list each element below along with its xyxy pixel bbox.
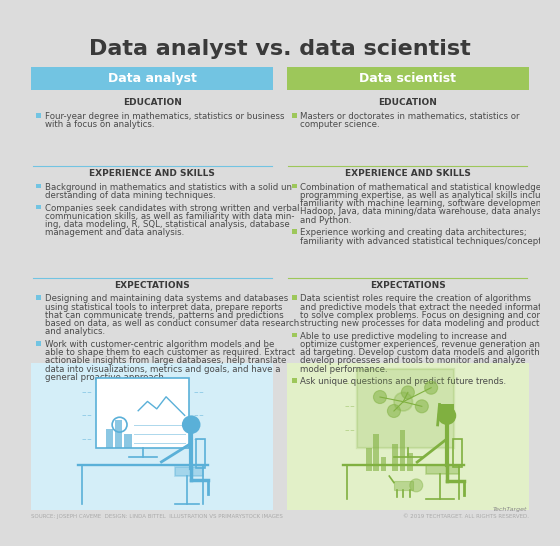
Text: derstanding of data mining techniques.: derstanding of data mining techniques. [45,191,216,200]
Text: Combination of mathematical and statistical knowledge,: Combination of mathematical and statisti… [301,183,544,192]
Bar [124,434,132,448]
Circle shape [182,416,200,434]
Text: to solve complex problems. Focus on designing and con-: to solve complex problems. Focus on desi… [301,311,545,320]
Text: Companies seek candidates with strong written and verbal: Companies seek candidates with strong wr… [45,204,299,213]
Circle shape [402,386,414,399]
Bar [96,378,189,448]
Text: Data analyst vs. data scientist: Data analyst vs. data scientist [89,39,471,59]
Text: and Python.: and Python. [301,216,352,224]
Text: ad targeting. Develop custom data models and algorithms;: ad targeting. Develop custom data models… [301,348,556,357]
Text: Ask unique questions and predict future trends.: Ask unique questions and predict future … [301,377,507,387]
Text: actionable insights from large databases, help translate: actionable insights from large databases… [45,357,286,365]
Text: Background in mathematics and statistics with a solid un-: Background in mathematics and statistics… [45,183,295,192]
Circle shape [416,400,428,413]
Text: Designing and maintaining data systems and databases: Designing and maintaining data systems a… [45,294,288,304]
Text: Hadoop, Java, data mining/data warehouse, data analysis: Hadoop, Java, data mining/data warehouse… [301,207,549,216]
Text: EDUCATION: EDUCATION [379,98,437,108]
Bar [452,439,462,467]
Bar [115,420,123,448]
Text: Data scientist roles require the creation of algorithms: Data scientist roles require the creatio… [301,294,531,304]
Text: Data scientist: Data scientist [360,72,456,85]
Bar [36,205,41,209]
Text: Masters or doctorates in mathematics, statistics or: Masters or doctorates in mathematics, st… [301,112,520,121]
Text: SOURCE: JOSEPH CAVEME  DESIGN: LINDA BITTEL  ILLUSTRATION VS PRIMARYSTOCK IMAGES: SOURCE: JOSEPH CAVEME DESIGN: LINDA BITT… [31,514,283,519]
Bar [196,438,205,468]
Text: model performance.: model performance. [301,365,388,373]
Text: programming expertise, as well as analytical skills including: programming expertise, as well as analyt… [301,191,560,200]
Bar [292,113,297,118]
Text: computer science.: computer science. [301,120,380,129]
Text: general proactive approach.: general proactive approach. [45,373,166,382]
Text: using statistical tools to interpret data, prepare reports: using statistical tools to interpret dat… [45,302,282,312]
Circle shape [388,405,400,418]
Text: EXPERIENCE AND SKILLS: EXPERIENCE AND SKILLS [89,169,215,178]
Bar [175,466,203,476]
Bar [36,341,41,346]
Text: data into visualizations, metrics and goals, and have a: data into visualizations, metrics and go… [45,365,280,373]
Text: familiarity with machine learning, software development,: familiarity with machine learning, softw… [301,199,548,208]
Text: Data analyst: Data analyst [108,72,197,85]
Bar [36,183,41,188]
Text: ing, data modeling, R, SQL, statistical analysis, database: ing, data modeling, R, SQL, statistical … [45,220,290,229]
Bar [381,458,386,471]
Text: based on data, as well as conduct consumer data research: based on data, as well as conduct consum… [45,319,299,328]
Text: that can communicate trends, patterns and predictions: that can communicate trends, patterns an… [45,311,283,320]
Text: EDUCATION: EDUCATION [123,98,181,108]
Text: optimize customer experiences, revenue generation and: optimize customer experiences, revenue g… [301,340,546,349]
Circle shape [437,406,456,425]
Text: EXPECTATIONS: EXPECTATIONS [114,281,190,289]
Text: and predictive models that extract the needed information: and predictive models that extract the n… [301,302,555,312]
Text: Four-year degree in mathematics, statistics or business: Four-year degree in mathematics, statist… [45,112,284,121]
Text: and analytics.: and analytics. [45,327,105,336]
Bar [36,295,41,300]
Circle shape [410,479,423,492]
Text: communication skills, as well as familiarity with data min-: communication skills, as well as familia… [45,212,294,221]
Bar [392,443,398,471]
Bar [106,429,113,448]
Bar [36,113,41,118]
Circle shape [424,381,437,394]
Bar [407,453,413,471]
Bar [31,68,273,90]
Bar [292,295,297,300]
Text: management and data analysis.: management and data analysis. [45,228,184,238]
Text: © 2019 TECHTARGET. ALL RIGHTS RESERVED.: © 2019 TECHTARGET. ALL RIGHTS RESERVED. [403,514,529,519]
Circle shape [394,393,413,411]
Text: Experience working and creating data architectures;: Experience working and creating data arc… [301,228,527,238]
Bar [399,430,405,471]
Circle shape [374,390,386,403]
Text: Able to use predictive modeling to increase and: Able to use predictive modeling to incre… [301,332,507,341]
Bar [357,369,454,448]
Bar [366,448,372,471]
Bar [287,363,529,510]
Bar [374,434,379,471]
Bar [427,465,459,474]
Text: able to shape them to each customer as required. Extract: able to shape them to each customer as r… [45,348,295,357]
Bar [287,68,529,90]
Bar [292,183,297,188]
Bar [292,333,297,337]
Bar [31,363,273,510]
Text: TechTarget: TechTarget [493,507,528,512]
Text: Work with customer-centric algorithm models and be: Work with customer-centric algorithm mod… [45,340,274,349]
Text: EXPERIENCE AND SKILLS: EXPERIENCE AND SKILLS [345,169,471,178]
Text: develop processes and tools to monitor and analyze: develop processes and tools to monitor a… [301,357,526,365]
Text: EXPECTATIONS: EXPECTATIONS [370,281,446,289]
Text: structing new processes for data modeling and production.: structing new processes for data modelin… [301,319,556,328]
Bar [440,405,454,412]
Text: with a focus on analytics.: with a focus on analytics. [45,120,154,129]
Bar [292,229,297,234]
Bar [292,378,297,383]
Bar [394,480,413,490]
Text: familiarity with advanced statistical techniques/concepts.: familiarity with advanced statistical te… [301,236,549,246]
